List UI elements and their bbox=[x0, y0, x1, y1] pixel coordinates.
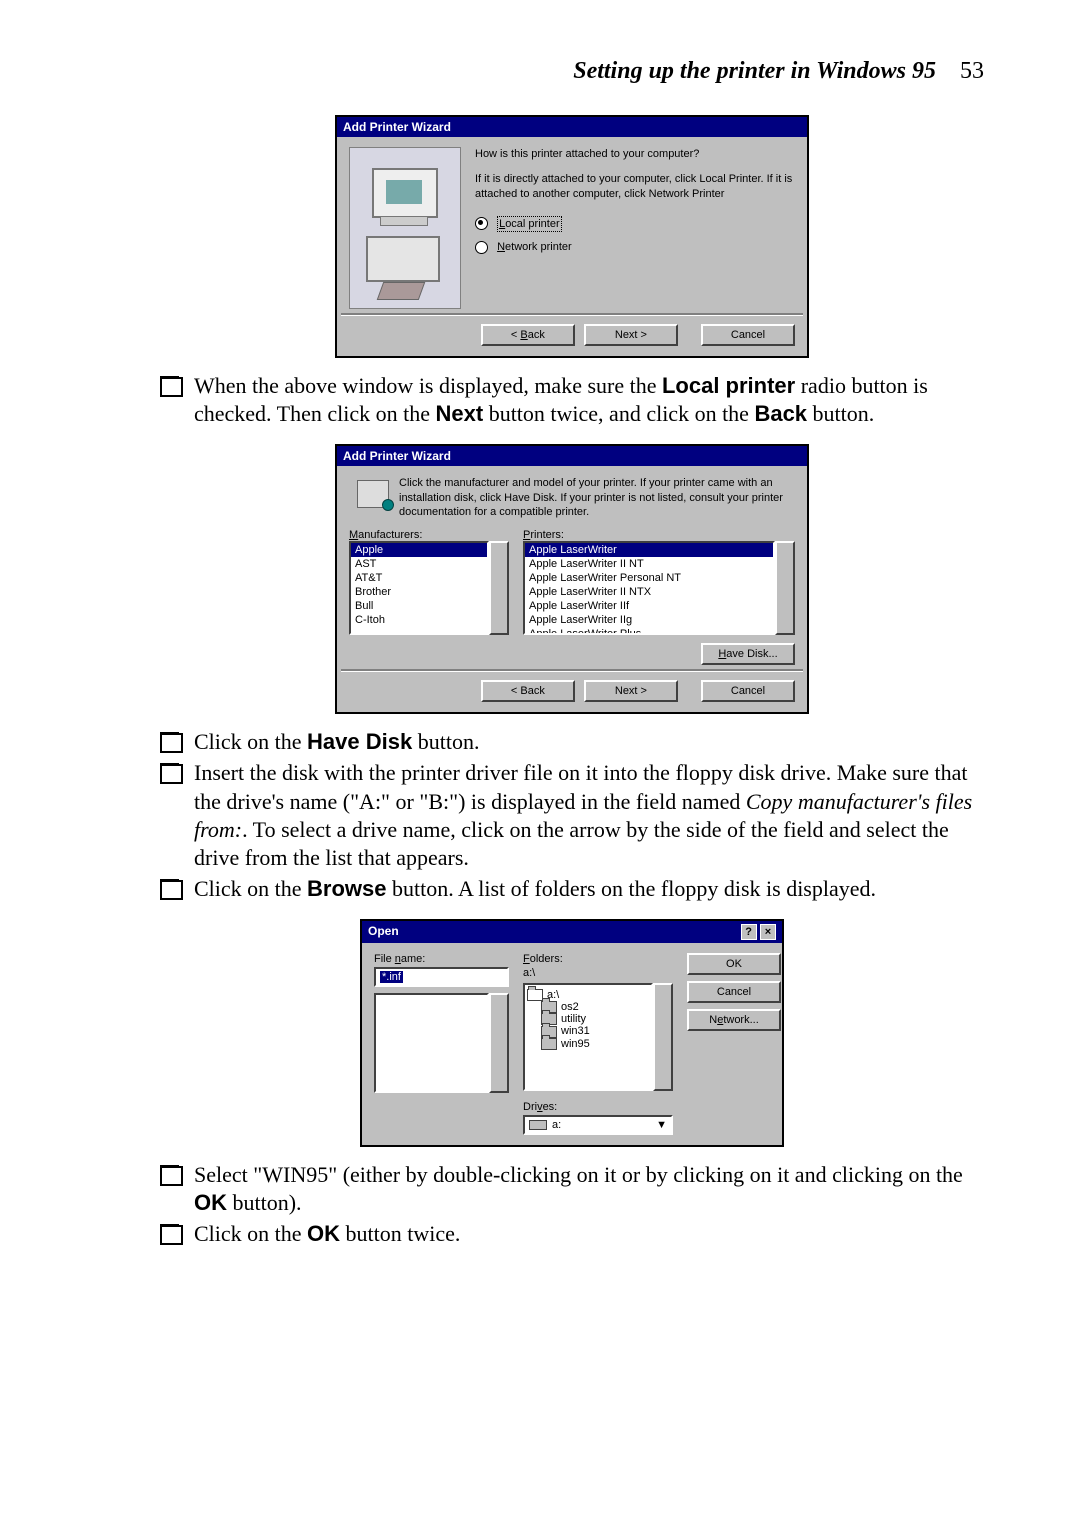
list-item[interactable]: Apple LaserWriter Personal NT bbox=[525, 571, 773, 585]
dialog-title: Open bbox=[368, 924, 399, 940]
drive-icon bbox=[529, 1120, 547, 1130]
printers-label: Printers: bbox=[523, 529, 795, 541]
step-insert-disk: Insert the disk with the printer driver … bbox=[160, 759, 984, 872]
have-disk-button[interactable]: Have Disk... bbox=[701, 643, 795, 665]
list-item[interactable]: AT&T bbox=[351, 571, 487, 585]
folders-label: Folders: bbox=[523, 953, 673, 965]
printer-icon bbox=[357, 480, 389, 508]
folder-icon bbox=[541, 1038, 557, 1050]
scrollbar[interactable] bbox=[775, 541, 795, 635]
list-item[interactable]: Apple bbox=[351, 543, 487, 557]
network-printer-radio[interactable] bbox=[475, 241, 488, 254]
step-ok-twice: Click on the OK button twice. bbox=[160, 1220, 984, 1248]
list-item[interactable]: win31 bbox=[541, 1025, 649, 1037]
list-item[interactable]: Apple LaserWriter IIg bbox=[525, 613, 773, 627]
header-title: Setting up the printer in Windows 95 bbox=[573, 58, 936, 84]
list-item[interactable]: AST bbox=[351, 557, 487, 571]
filename-list[interactable] bbox=[374, 993, 489, 1093]
list-item[interactable]: Apple LaserWriter Plus bbox=[525, 627, 773, 635]
list-item[interactable]: Apple LaserWriter bbox=[525, 543, 773, 557]
network-printer-label: Network printer bbox=[497, 241, 572, 253]
ok-button[interactable]: OK bbox=[687, 953, 781, 975]
back-button[interactable]: < Back bbox=[481, 680, 575, 702]
wizard-question: How is this printer attached to your com… bbox=[475, 147, 795, 162]
filename-input[interactable]: *.inf bbox=[380, 971, 403, 983]
list-item[interactable]: win95 bbox=[541, 1038, 649, 1050]
list-item[interactable]: utility bbox=[541, 1013, 649, 1025]
page-number: 53 bbox=[960, 58, 984, 84]
scrollbar[interactable] bbox=[653, 983, 673, 1091]
list-item[interactable]: Bull bbox=[351, 599, 487, 613]
folders-path: a:\ bbox=[523, 967, 673, 979]
list-item[interactable]: Apple LaserWriter II NTX bbox=[525, 585, 773, 599]
manufacturers-list[interactable]: Apple AST AT&T Brother Bull C-Itoh bbox=[349, 541, 489, 635]
chevron-down-icon[interactable]: ▼ bbox=[656, 1119, 667, 1131]
wizard-hint: If it is directly attached to your compu… bbox=[475, 172, 795, 202]
next-button[interactable]: Next > bbox=[584, 324, 678, 346]
wizard-instructions: Click the manufacturer and model of your… bbox=[399, 476, 795, 519]
step-have-disk: Click on the Have Disk button. bbox=[160, 728, 984, 756]
folder-open-icon bbox=[527, 989, 543, 1001]
list-item[interactable]: Brother bbox=[351, 585, 487, 599]
cancel-button[interactable]: Cancel bbox=[687, 981, 781, 1003]
list-item[interactable]: C-Itoh bbox=[351, 613, 487, 627]
add-printer-wizard-2: Add Printer Wizard Click the manufacture… bbox=[335, 444, 809, 714]
local-printer-radio[interactable] bbox=[475, 217, 488, 230]
filename-label: File name: bbox=[374, 953, 509, 965]
drives-label: Drives: bbox=[523, 1101, 673, 1113]
add-printer-wizard-1: Add Printer Wizard How is this printer a… bbox=[335, 115, 809, 358]
local-printer-label: Local printer bbox=[497, 216, 562, 233]
drives-select[interactable]: a: ▼ bbox=[523, 1115, 673, 1135]
help-icon[interactable]: ? bbox=[741, 924, 757, 940]
wizard-image bbox=[349, 147, 461, 309]
cancel-button[interactable]: Cancel bbox=[701, 324, 795, 346]
cancel-button[interactable]: Cancel bbox=[701, 680, 795, 702]
network-button[interactable]: Network... bbox=[687, 1009, 781, 1031]
close-icon[interactable]: × bbox=[760, 924, 776, 940]
open-dialog: Open ? × File name: *.inf Folders: a:\ bbox=[360, 919, 784, 1147]
folders-list[interactable]: a:\ os2 utility win31 win95 bbox=[523, 983, 653, 1091]
list-item[interactable]: Apple LaserWriter II NT bbox=[525, 557, 773, 571]
scrollbar[interactable] bbox=[489, 993, 509, 1093]
step-browse: Click on the Browse button. A list of fo… bbox=[160, 875, 984, 903]
dialog-title: Add Printer Wizard bbox=[337, 446, 807, 466]
step-local-printer: When the above window is displayed, make… bbox=[160, 372, 984, 428]
scrollbar[interactable] bbox=[489, 541, 509, 635]
next-button[interactable]: Next > bbox=[584, 680, 678, 702]
list-item[interactable]: os2 bbox=[541, 1001, 649, 1013]
page-header: Setting up the printer in Windows 95 53 bbox=[160, 58, 984, 85]
step-select-win95: Select "WIN95" (either by double-clickin… bbox=[160, 1161, 984, 1217]
printers-list[interactable]: Apple LaserWriter Apple LaserWriter II N… bbox=[523, 541, 775, 635]
back-button[interactable]: < Back bbox=[481, 324, 575, 346]
manufacturers-label: Manufacturers: bbox=[349, 529, 509, 541]
dialog-title: Add Printer Wizard bbox=[337, 117, 807, 137]
dialog-titlebar: Open ? × bbox=[362, 921, 782, 943]
list-item[interactable]: Apple LaserWriter IIf bbox=[525, 599, 773, 613]
